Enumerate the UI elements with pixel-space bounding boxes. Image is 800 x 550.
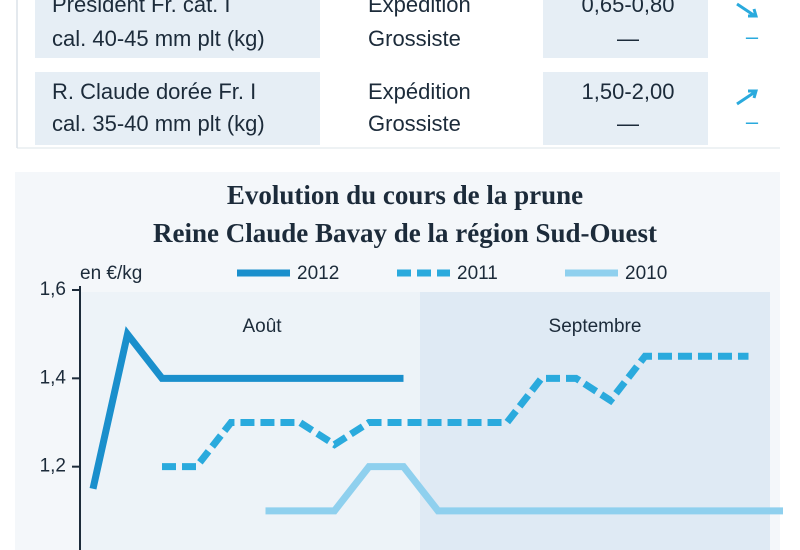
product-cell	[35, 0, 320, 58]
legend-label: 2012	[297, 263, 339, 284]
price-cell	[543, 72, 708, 145]
product: Président Fr. cat. I	[52, 0, 231, 17]
price: 1,50-2,00	[582, 79, 675, 104]
stage: Grossiste	[368, 26, 461, 51]
price: 0,65-0,80	[582, 0, 675, 17]
trend: –	[746, 109, 759, 134]
stage: Expédition	[368, 79, 471, 104]
period-label: Août	[242, 316, 282, 337]
product: R. Claude dorée Fr. I	[52, 79, 256, 104]
y-tick-label: 1,4	[40, 367, 67, 388]
stage: Expédition	[368, 0, 471, 17]
product: cal. 35-40 mm plt (kg)	[52, 111, 265, 136]
legend-label: 2011	[457, 263, 498, 284]
trend-arrow-up	[736, 89, 758, 106]
period-label: Septembre	[549, 316, 642, 337]
series-line	[162, 352, 749, 471]
series-line	[89, 326, 404, 490]
price: —	[617, 111, 639, 136]
legend-label: 2010	[625, 263, 667, 284]
product: cal. 40-45 mm plt (kg)	[52, 26, 265, 51]
y-tick-label: 1,2	[40, 456, 66, 477]
trend-arrow-down	[736, 2, 758, 18]
chart-title: Reine Claude Bavay de la région Sud-Oues…	[153, 218, 657, 248]
price-cell	[543, 0, 708, 58]
y-axis-label: en €/kg	[80, 263, 142, 284]
product-cell	[35, 72, 320, 145]
series-line	[265, 463, 783, 515]
price: —	[617, 26, 639, 51]
stage: Grossiste	[368, 111, 461, 136]
trend: –	[746, 24, 759, 49]
y-tick-label: 1,6	[40, 279, 66, 300]
chart-title: Evolution du cours de la prune	[227, 180, 583, 210]
